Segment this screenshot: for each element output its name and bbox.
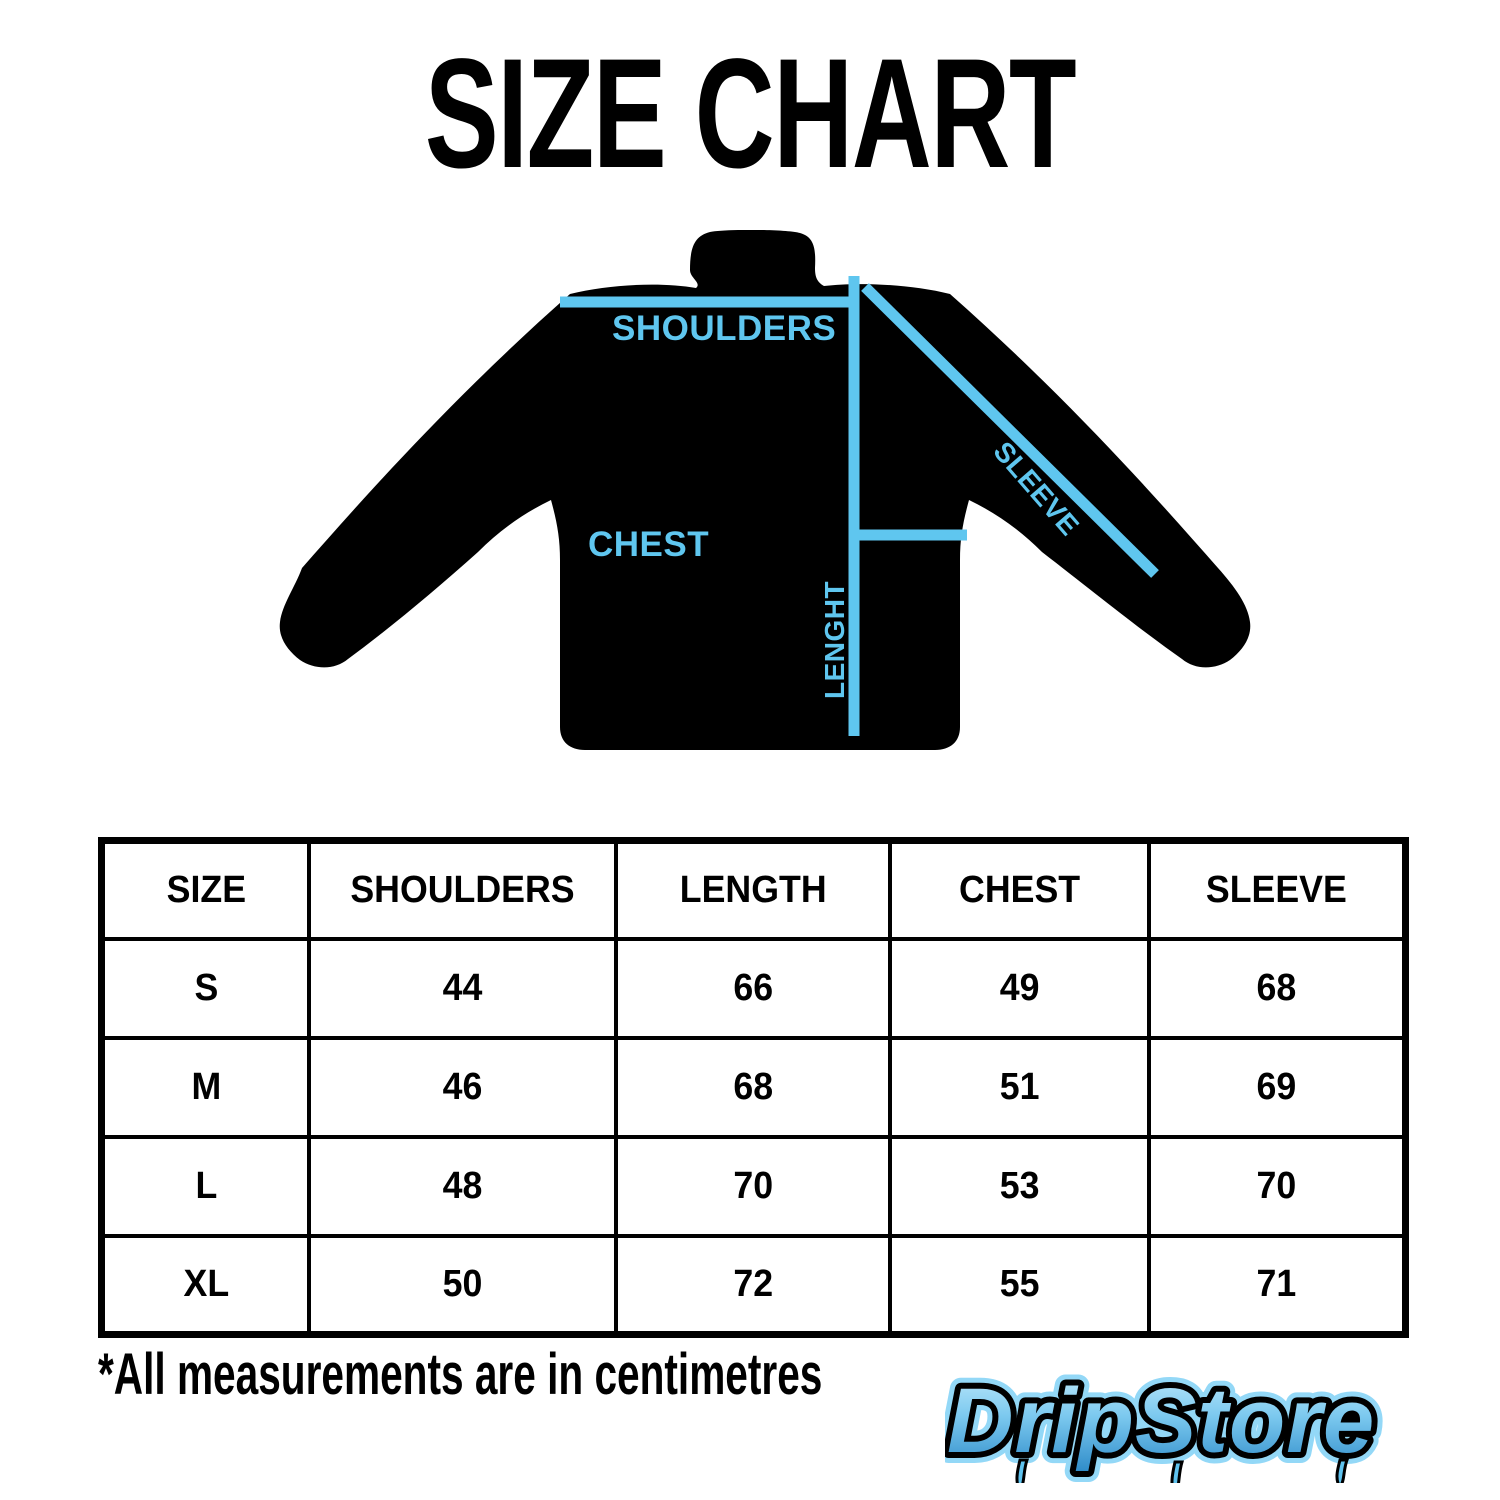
svg-text:SHOULDERS: SHOULDERS (612, 309, 836, 348)
svg-text:DripStore: DripStore (947, 1370, 1375, 1472)
svg-text:CHEST: CHEST (588, 525, 709, 564)
svg-text:LENGHT: LENGHT (819, 581, 850, 699)
